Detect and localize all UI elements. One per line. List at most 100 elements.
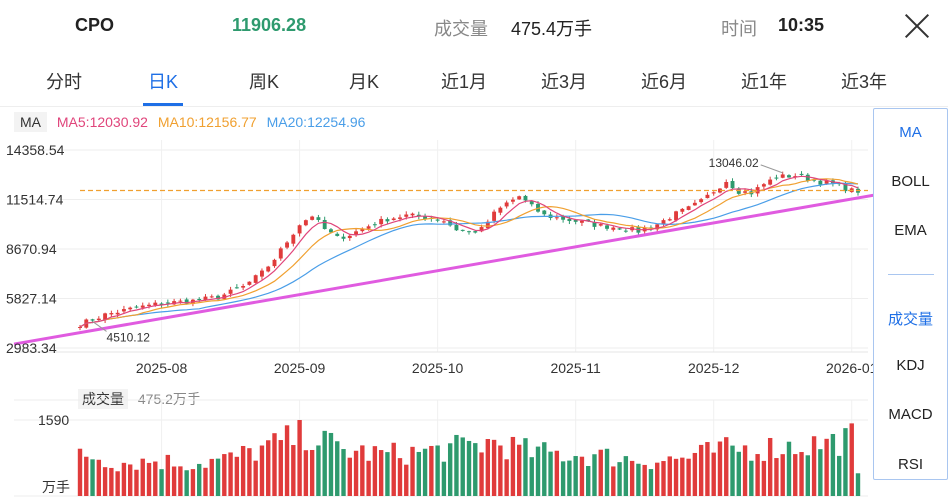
tab-3-years[interactable]: 近3年 [840, 72, 888, 92]
candle-body [711, 192, 716, 194]
volume-bar [811, 436, 817, 496]
tab-3-months[interactable]: 近3月 [540, 72, 588, 92]
volume-bar [793, 454, 798, 496]
tab-monthly-k[interactable]: 月K [348, 72, 380, 92]
candle-body [655, 224, 660, 230]
tab-6-months[interactable]: 近6月 [640, 72, 688, 92]
volume-bar [335, 441, 340, 496]
candle-body [398, 217, 402, 219]
volume-legend-value: 475.2万手 [137, 391, 201, 407]
ma20-line [79, 182, 859, 328]
volume-bar [767, 437, 773, 496]
volume-bar [680, 457, 685, 496]
volume-unit-label: 万手 [42, 479, 70, 495]
tab-1-month[interactable]: 近1月 [440, 72, 488, 92]
volume-bar [799, 452, 804, 496]
date-tick-label: 2025-10 [412, 360, 464, 376]
volume-bar [429, 445, 434, 496]
volume-bar [554, 450, 560, 496]
tab-intraday[interactable]: 分时 [46, 72, 82, 92]
candle-body [542, 210, 547, 215]
volume-bar [240, 445, 246, 496]
volume-bar [805, 455, 811, 496]
candle-body [184, 299, 189, 304]
candle-body [567, 218, 572, 222]
volume-bar [84, 456, 89, 496]
indicator-macd[interactable]: MACD [888, 406, 933, 423]
volume-value: 475.4万手 [511, 19, 593, 39]
volume-bar [824, 438, 829, 496]
indicator-ma[interactable]: MA [899, 124, 922, 141]
indicator-kdj[interactable]: KDJ [896, 357, 925, 374]
candle-body [291, 234, 296, 244]
volume-bar [573, 456, 578, 496]
volume-bar [548, 451, 553, 496]
volume-bar [146, 462, 152, 496]
volume-bar [636, 463, 641, 496]
candle-body [724, 182, 729, 188]
candle-body [598, 224, 603, 226]
volume-bar [466, 440, 472, 496]
indicator-rsi[interactable]: RSI [897, 456, 923, 473]
candle-body [391, 218, 396, 221]
candle-body [335, 233, 340, 236]
volume-bar [441, 461, 447, 496]
volume-bar [579, 456, 585, 496]
volume-bar [115, 471, 120, 496]
volume-bar [648, 469, 654, 496]
candle-body [780, 174, 785, 178]
volume-bar [121, 462, 127, 496]
volume-bar [686, 458, 691, 496]
candle-body [523, 195, 528, 201]
volume-max-label: 1590 [38, 412, 69, 428]
price-tick-label: 14358.54 [6, 142, 65, 158]
volume-bar [140, 458, 145, 496]
candle-body [498, 207, 503, 213]
candle-body [103, 313, 108, 320]
tab-daily-k[interactable]: 日K [147, 72, 179, 92]
volume-bar [542, 442, 547, 496]
candle-body [699, 199, 704, 203]
volume-bar [592, 454, 597, 496]
volume-bar [705, 442, 710, 496]
candle-body [504, 202, 509, 207]
ma5-line [79, 175, 859, 328]
volume-bar [366, 460, 371, 496]
candle-body [216, 295, 220, 300]
candle-body [121, 309, 126, 312]
tab-weekly-k[interactable]: 周K [248, 72, 280, 92]
tab-1-year[interactable]: 近1年 [740, 72, 788, 92]
candle-body [824, 180, 829, 184]
indicator-ema[interactable]: EMA [894, 222, 927, 239]
candle-body [78, 326, 82, 328]
volume-bar [849, 423, 854, 496]
max-price-label: 13046.02 [709, 156, 759, 170]
volume-bar [560, 461, 566, 496]
indicator-volume[interactable]: 成交量 [887, 311, 933, 328]
candle-body [692, 202, 697, 206]
candle-body [680, 208, 685, 212]
candle-body [347, 235, 352, 239]
volume-bar [447, 443, 453, 496]
candle-body [253, 275, 258, 283]
volume-bar [623, 456, 629, 496]
volume-bar [266, 440, 271, 496]
candle-body [178, 300, 183, 302]
candle-body [730, 181, 735, 189]
volume-bar [96, 459, 102, 496]
candle-body [473, 231, 478, 233]
volume-bar [460, 437, 465, 496]
price-tick-label: 11514.74 [6, 192, 64, 208]
candle-body [743, 191, 748, 193]
volume-bar [843, 428, 848, 496]
volume-bar [510, 436, 516, 496]
volume-bar [378, 450, 384, 496]
candle-body [360, 228, 365, 232]
volume-bar [316, 445, 321, 496]
volume-bar [209, 458, 214, 496]
indicator-boll[interactable]: BOLL [891, 173, 930, 190]
volume-bar [197, 463, 202, 496]
min-price-label: 4510.12 [107, 330, 151, 344]
candle-body [234, 287, 239, 289]
